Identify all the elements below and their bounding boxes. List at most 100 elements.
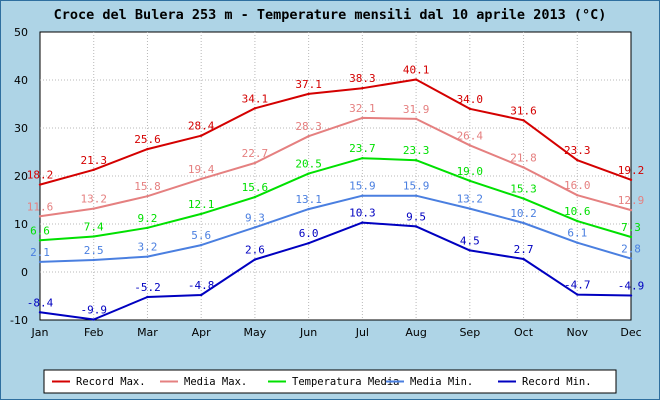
- y-tick-label: -10: [10, 314, 28, 327]
- legend-label: Media Min.: [410, 376, 473, 388]
- data-label: 3.2: [138, 241, 158, 254]
- data-point: [414, 78, 418, 81]
- data-point: [146, 226, 149, 230]
- data-point: [307, 172, 310, 175]
- data-point: [38, 260, 42, 264]
- data-label: 2.1: [30, 246, 50, 259]
- data-point: [38, 183, 42, 186]
- data-point: [414, 158, 418, 162]
- data-point: [629, 257, 633, 260]
- data-point: [361, 116, 364, 120]
- data-point: [468, 107, 472, 111]
- data-label: -4.8: [188, 279, 215, 292]
- data-label: 15.9: [403, 180, 430, 193]
- data-label: 38.3: [349, 72, 376, 85]
- data-label: 20.5: [295, 158, 322, 171]
- legend-item: Media Max.: [160, 376, 247, 388]
- series-line-2: [39, 157, 632, 242]
- data-label: 11.6: [27, 200, 54, 213]
- data-point: [146, 194, 149, 198]
- data-point: [522, 257, 525, 261]
- data-point: [253, 226, 257, 229]
- data-label: 2.8: [621, 243, 641, 256]
- data-label: 12.9: [618, 194, 645, 207]
- legend-item: Media Min.: [386, 376, 473, 388]
- data-point: [307, 207, 310, 211]
- data-point: [199, 212, 203, 216]
- data-point: [146, 147, 149, 151]
- data-point: [253, 195, 257, 199]
- x-tick-label: Feb: [84, 326, 103, 339]
- data-point: [576, 219, 579, 223]
- data-point: [576, 293, 579, 296]
- data-label: 19.2: [618, 164, 645, 177]
- data-point: [629, 235, 633, 239]
- y-tick-label: 30: [14, 122, 28, 135]
- series-line-1: [39, 116, 632, 218]
- legend-item: Record Min.: [498, 376, 592, 388]
- x-tick-label: Aug: [405, 326, 426, 339]
- y-tick-label: 40: [14, 74, 28, 87]
- data-label: -9.9: [80, 304, 107, 317]
- x-tick-label: Jun: [299, 326, 317, 339]
- data-point: [361, 194, 364, 197]
- y-tick-label: 0: [21, 266, 28, 279]
- data-label: 6.1: [567, 227, 587, 240]
- data-label: 26.4: [457, 129, 484, 142]
- data-label: 13.1: [295, 193, 322, 206]
- data-label: 10.3: [349, 207, 376, 220]
- series-line-4: [39, 221, 632, 321]
- x-tick-label: Apr: [192, 326, 212, 339]
- x-tick-label: Oct: [514, 326, 534, 339]
- data-point: [629, 208, 633, 212]
- data-label: 2.5: [84, 244, 104, 257]
- data-label: 19.4: [188, 163, 215, 176]
- data-point: [576, 241, 579, 244]
- data-label: 7.4: [84, 220, 104, 233]
- data-label: 15.9: [349, 180, 376, 193]
- data-label: 31.9: [403, 103, 430, 116]
- data-label: 31.6: [510, 104, 537, 117]
- data-point: [38, 311, 42, 314]
- data-point: [307, 92, 310, 96]
- x-tick-label: Dec: [620, 326, 641, 339]
- data-label: 23.7: [349, 142, 376, 155]
- data-label: 22.7: [242, 147, 269, 160]
- data-point: [199, 177, 203, 181]
- data-label: 25.6: [134, 133, 161, 146]
- y-tick-label: 20: [14, 170, 28, 183]
- data-label: 12.1: [188, 198, 215, 211]
- data-label: 21.3: [80, 154, 107, 167]
- legend-label: Record Min.: [522, 376, 592, 388]
- data-point: [199, 243, 203, 247]
- data-label: 15.8: [134, 180, 161, 193]
- legend: Record Max. Media Max. Temperatura Media Me…: [43, 369, 617, 394]
- data-point: [576, 158, 579, 162]
- data-label: 5.6: [191, 229, 211, 242]
- data-point: [629, 294, 633, 297]
- data-label: 21.8: [510, 151, 537, 164]
- data-label: -8.4: [27, 296, 54, 309]
- x-tick-label: Mar: [137, 326, 158, 339]
- legend-label: Temperatura Media: [292, 376, 399, 388]
- data-point: [253, 258, 257, 261]
- data-point: [576, 194, 579, 197]
- data-point: [92, 207, 95, 210]
- data-label: 9.3: [245, 211, 265, 224]
- data-point: [199, 293, 203, 297]
- x-tick-label: Jul: [355, 326, 369, 339]
- data-label: -5.2: [134, 281, 161, 294]
- data-point: [414, 194, 418, 197]
- data-label: -4.9: [618, 280, 645, 293]
- data-label: 2.6: [245, 244, 265, 257]
- y-tick-label: 50: [14, 26, 28, 39]
- data-point: [361, 157, 364, 160]
- data-label: 9.2: [138, 212, 158, 225]
- data-label: 4.5: [460, 234, 480, 247]
- data-point: [468, 144, 472, 147]
- data-point: [522, 221, 525, 225]
- data-label: 10.6: [564, 205, 591, 218]
- data-point: [146, 295, 149, 299]
- legend-label: Record Max.: [76, 376, 146, 388]
- data-point: [92, 235, 95, 238]
